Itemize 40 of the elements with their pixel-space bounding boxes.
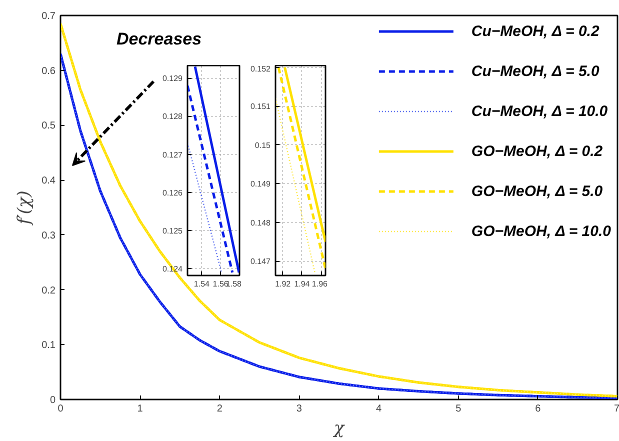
- x-tick-label: 4: [376, 404, 382, 414]
- y-tick-label: 0.1: [42, 340, 56, 352]
- y-tick-label: 0.129: [162, 74, 184, 84]
- x-tick-label: 1.92: [275, 280, 292, 288]
- y-tick-label: 0.128: [162, 112, 184, 122]
- x-tick-label: 3: [296, 404, 302, 414]
- y-tick-label: 0.4: [42, 176, 56, 187]
- x-tick-label: 1.54: [194, 280, 210, 288]
- y-tick-label: 0.125: [162, 226, 184, 236]
- x-tick-label: 1: [137, 404, 144, 414]
- x-tick-label: 0: [58, 404, 64, 414]
- legend-label: Cu−MeOH, Δ = 5.0: [471, 62, 600, 80]
- y-tick-label: 0.152: [250, 64, 272, 74]
- x-tick-label: 7: [614, 404, 619, 414]
- y-tick-label: 0.6: [42, 66, 56, 77]
- y-tick-label: 0.151: [250, 102, 272, 112]
- y-tick-label: 0.127: [162, 150, 184, 160]
- y-tick-label: 0.3: [42, 230, 56, 242]
- legend-label: Cu−MeOH, Δ = 0.2: [471, 22, 600, 40]
- legend-label: Cu−MeOH, Δ = 10.0: [471, 102, 608, 120]
- y-axis-title: f′(χ): [14, 190, 35, 226]
- y-tick-label: 0.15: [254, 140, 272, 150]
- y-tick-label: 0.149: [250, 180, 272, 189]
- x-tick-label: 6: [535, 404, 542, 414]
- legend-label: GO−MeOH, Δ = 10.0: [471, 222, 611, 240]
- legend-label: GO−MeOH, Δ = 5.0: [471, 182, 603, 200]
- y-tick-label: 0.126: [162, 188, 184, 198]
- x-axis-title: χ: [332, 418, 346, 438]
- y-tick-label: 0.148: [250, 218, 272, 228]
- x-tick-label: 1.94: [294, 280, 310, 288]
- y-tick-label: 0.147: [250, 257, 272, 266]
- annotation: Decreases: [116, 30, 202, 48]
- legend-label: GO−MeOH, Δ = 0.2: [471, 142, 603, 160]
- x-tick-label: 2: [216, 404, 223, 414]
- y-tick-label: 0.5: [42, 120, 56, 132]
- x-tick-label: 5: [456, 404, 462, 414]
- y-tick-label: 0.2: [42, 285, 56, 296]
- x-tick-label: 1.96: [312, 280, 328, 288]
- y-tick-label: 0: [50, 395, 56, 406]
- y-tick-label: 0.7: [42, 11, 56, 22]
